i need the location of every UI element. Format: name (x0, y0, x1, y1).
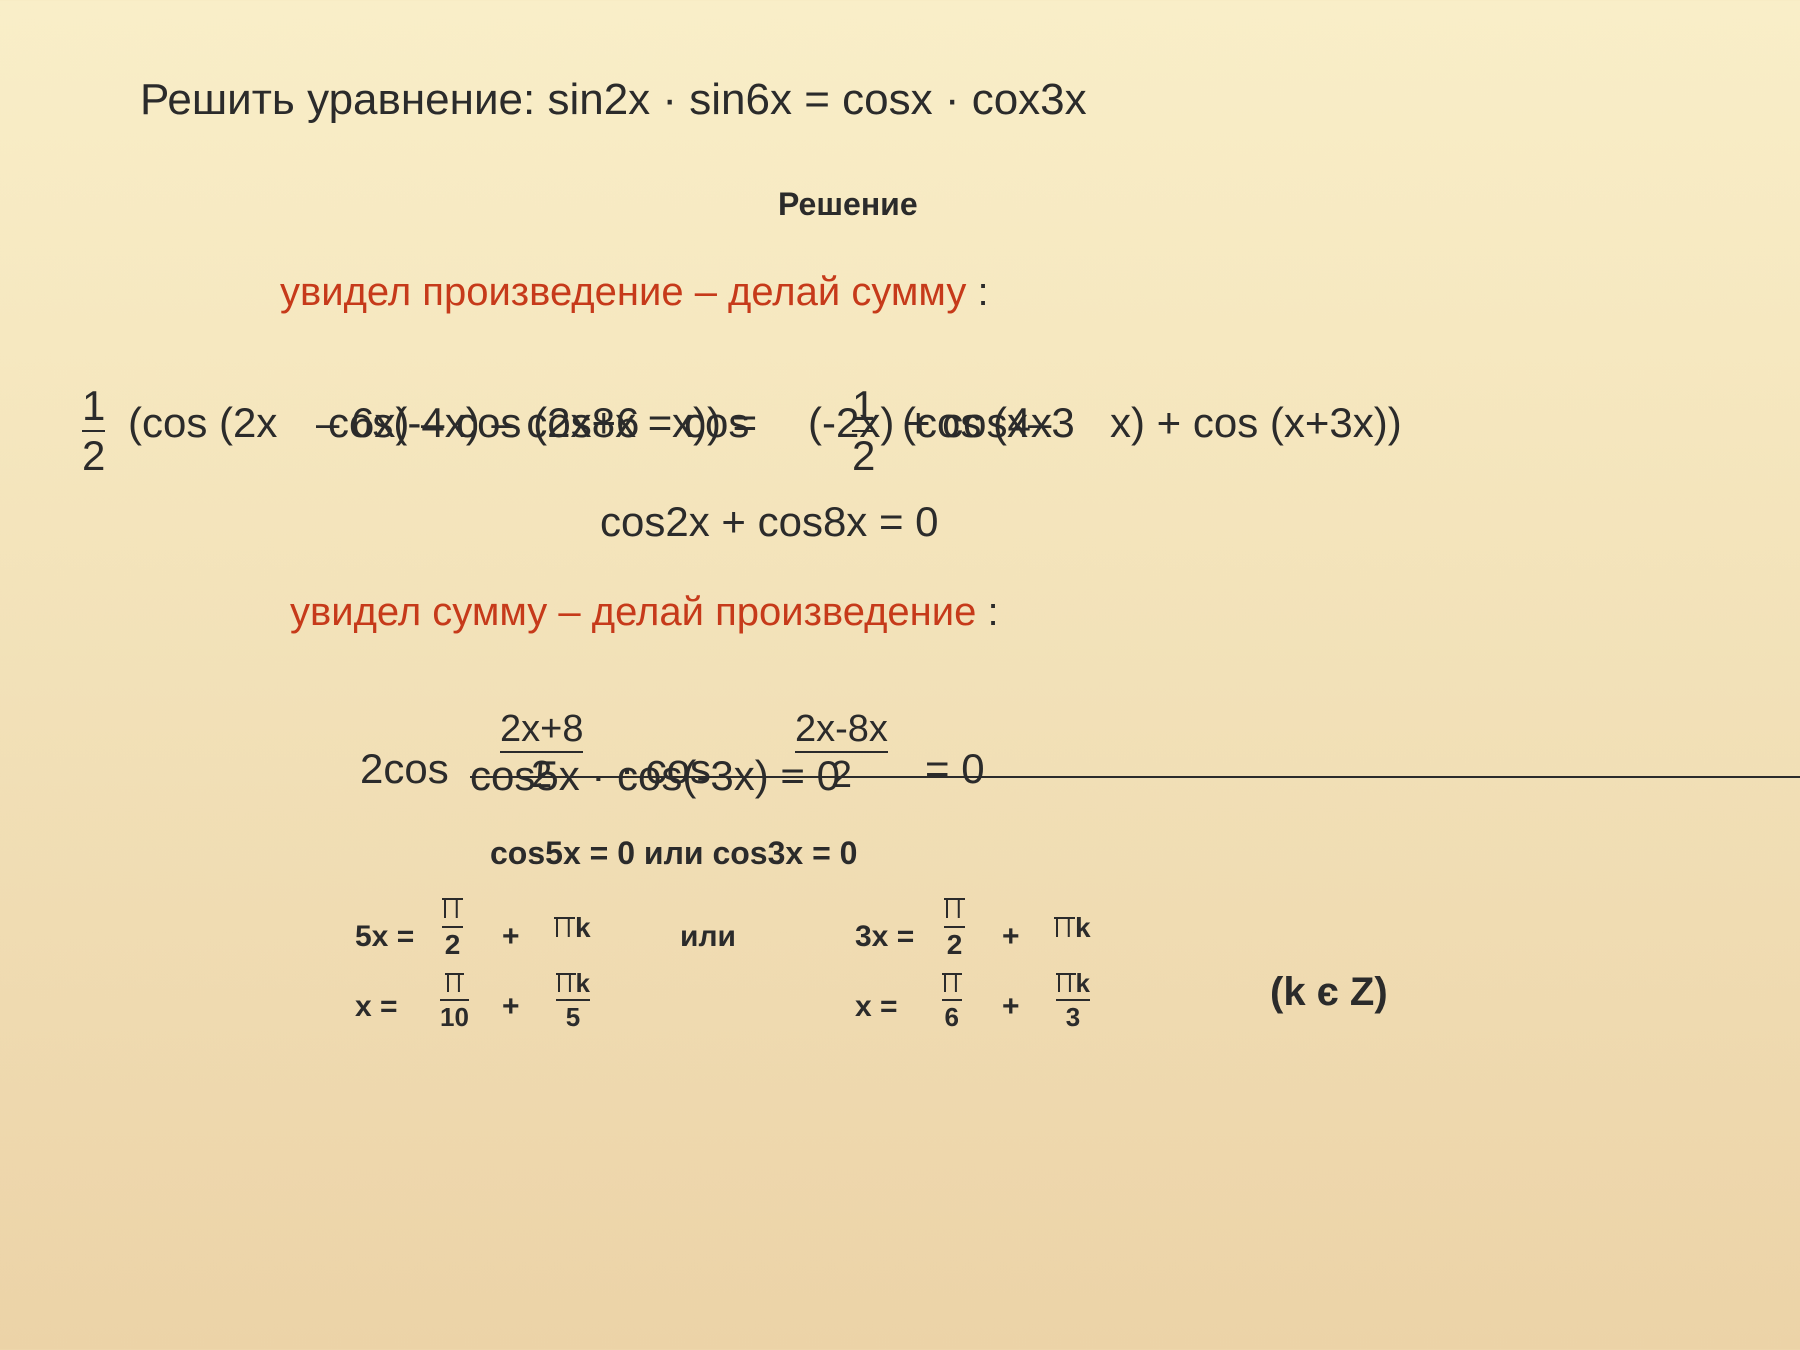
eq2: cos2x + cos8x = 0 (600, 498, 939, 546)
eq1-left: (cos (2x (128, 399, 277, 447)
eq3-frac2: 2x-8x 2 (795, 710, 888, 794)
row6-right-frac1: 6 (942, 970, 962, 1030)
row6-right-frac2: k 3 (1056, 970, 1090, 1030)
title-prefix: Решить уравнение: (140, 75, 547, 124)
eq3-mid: · cos (620, 745, 711, 793)
row5-right-label: 3x = (855, 920, 914, 954)
row5-right-pik: k (1054, 912, 1091, 944)
eq1-overlap5: (cos (x–3 (902, 399, 1075, 447)
hint-2-red: увидел сумму – делай произведение (290, 590, 976, 634)
row6-left-label: x = (355, 990, 398, 1024)
row6-right-label: x = (855, 990, 898, 1024)
row6-left-frac1: 10 (440, 970, 469, 1030)
row6-right-plus: + (1002, 990, 1020, 1024)
row5-left-pik: k (554, 912, 591, 944)
row5-left-label: 5x = (355, 920, 414, 954)
row5-right-plus: + (1002, 920, 1020, 954)
hint-1-suffix: : (966, 270, 988, 314)
row6-left-plus: + (502, 990, 520, 1024)
row5-right-frac: 2 (944, 895, 965, 959)
hint-2: увидел сумму – делай произведение : (290, 590, 999, 635)
row5-left-frac: 2 (442, 895, 463, 959)
eq4: cos5x = 0 или cos3x = 0 (490, 835, 857, 872)
subtitle: Решение (778, 186, 918, 223)
eq3-prefix: 2cos (360, 745, 449, 793)
eq1-frac1: 1 2 (82, 385, 105, 477)
eq3-suffix: = 0 (925, 745, 985, 793)
k-in-z: (k є Z) (1270, 970, 1388, 1015)
eq1-right: x) + cos (x+3x)) (1110, 399, 1402, 447)
row6-left-frac2: k 5 (556, 970, 590, 1030)
eq1-overlap3: x)) = (672, 399, 757, 447)
row5-or: или (680, 920, 736, 954)
hint-2-suffix: : (976, 590, 998, 634)
hint-1-red: увидел произведение – делай сумму (280, 270, 966, 314)
title: Решить уравнение: sin2x · sin6x = cosx ·… (140, 75, 1087, 125)
hint-1: увидел произведение – делай сумму : (280, 270, 989, 315)
title-equation: sin2x · sin6x = cosx · cox3x (547, 75, 1086, 124)
row5-left-plus: + (502, 920, 520, 954)
